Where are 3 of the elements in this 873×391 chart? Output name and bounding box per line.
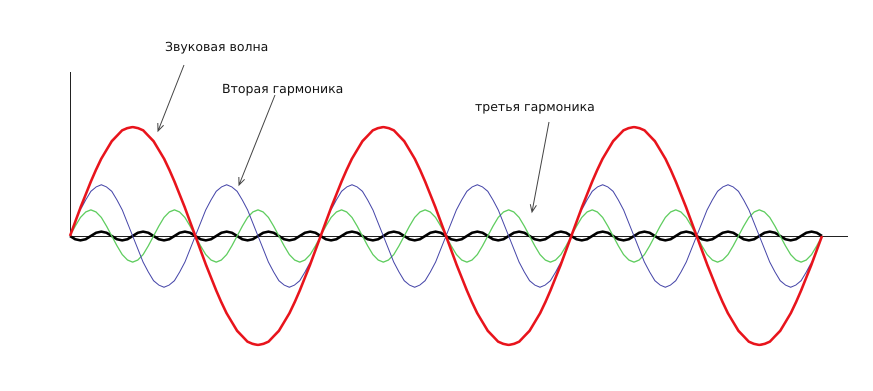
text: Вторая гармоника	[222, 81, 344, 96]
text: третья гармоника	[475, 99, 595, 114]
text: Звуковая волна	[165, 39, 268, 54]
